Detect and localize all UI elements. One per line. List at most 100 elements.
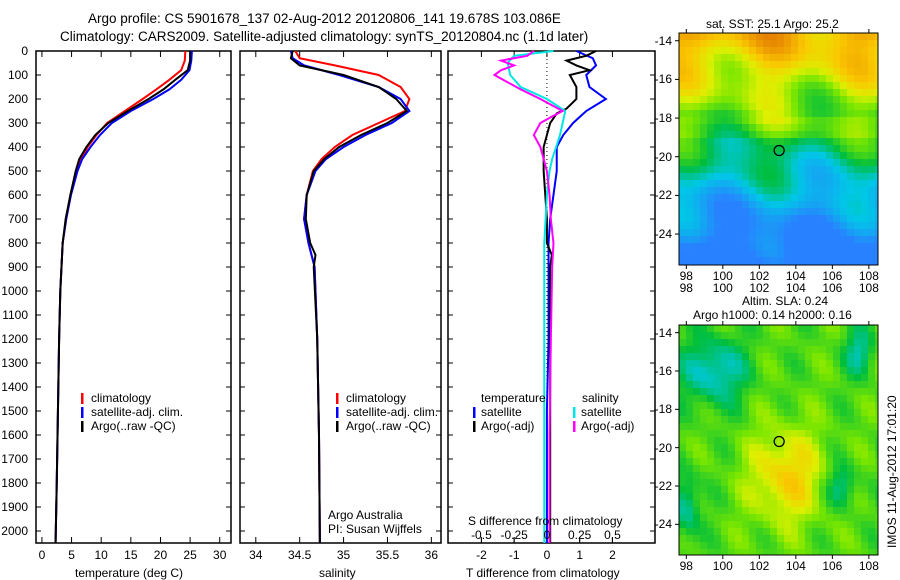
map-x-tick-label: 100	[712, 269, 733, 283]
legend-swatch	[81, 393, 84, 404]
depth-tick-label: 800	[7, 236, 28, 250]
map-x-tick-label-top: 104	[785, 281, 806, 295]
x-tick-label: 30	[213, 548, 227, 562]
map-x-tick-label-top: 108	[858, 281, 879, 295]
x-tick-label: 20	[153, 548, 168, 562]
x-tick-label: -2	[476, 548, 487, 562]
x-tick-label: 0	[38, 548, 46, 562]
map-y-tick-label: -14	[654, 33, 672, 48]
map-x-tick-label: 104	[785, 269, 806, 283]
map-x-tick-label-top: 100	[712, 281, 733, 295]
map-x-tick-label: 98	[679, 559, 693, 573]
argo-location-marker	[773, 435, 785, 448]
depth-tick-label: 1000	[1, 284, 28, 298]
x-tick-label: 34	[249, 548, 263, 562]
series-line-s-satellite	[506, 50, 567, 543]
sla-map-title: Altim. SLA: 0.24	[742, 294, 829, 308]
map-y-tick-label: -14	[654, 325, 672, 340]
depth-tick-label: 1300	[1, 356, 28, 370]
series-line-t-satellite	[545, 50, 608, 543]
map-x-tick-label: 98	[679, 269, 693, 283]
x-tick-label: -1	[508, 548, 520, 562]
sla-map-subtitle: Argo h1000: 0.14 h2000: 0.16	[693, 308, 852, 322]
legend-swatch	[473, 421, 476, 432]
sst-map-title: sat. SST: 25.1 Argo: 25.2	[706, 17, 839, 31]
depth-tick-label: 2000	[1, 524, 28, 538]
figure-title-line1: Argo profile: CS 5901678_137 02-Aug-2012…	[88, 11, 561, 26]
legend-swatch	[336, 393, 339, 404]
legend-label: Argo(..raw -QC)	[346, 419, 431, 433]
map-y-tick-label: -24	[654, 517, 672, 532]
map-y-tick-label: -20	[654, 440, 672, 455]
depth-tick-label: 1500	[1, 404, 28, 418]
salinity-xlabel: salinity	[319, 566, 356, 580]
x-tick-label: 2	[609, 548, 616, 562]
pi-note: PI: Susan Wijffels	[328, 522, 422, 536]
map-x-tick-label: 106	[822, 269, 843, 283]
legend-swatch	[336, 421, 339, 432]
legend-header-temperature: temperature	[481, 391, 546, 405]
legend-swatch	[573, 407, 576, 418]
depth-tick-label: 0	[21, 44, 28, 58]
x-tick-label: 25	[183, 548, 197, 562]
legend-swatch	[573, 421, 576, 432]
sst-map	[679, 33, 878, 265]
depth-tick-label: 700	[7, 212, 28, 226]
map-y-tick-label: -24	[654, 227, 672, 242]
map-x-tick-label: 108	[858, 559, 879, 573]
legend-label: climatology	[346, 391, 407, 405]
series-line-s-argo-adj-	[492, 50, 565, 543]
sdiff-xlabel: S difference from climatology	[468, 514, 623, 528]
sla-map	[679, 325, 878, 555]
legend-label: Argo(-adj)	[581, 419, 635, 433]
series-line-argo-raw-qc-	[54, 51, 192, 544]
depth-tick-label: 1600	[1, 428, 28, 442]
legend-label: Argo(..raw -QC)	[91, 419, 176, 433]
map-y-tick-label: -22	[654, 479, 672, 493]
depth-tick-label: 1100	[2, 308, 28, 322]
depth-tick-label: 1900	[1, 500, 28, 514]
map-y-tick-label: -18	[654, 402, 672, 417]
map-y-tick-label: -18	[654, 111, 672, 126]
x-tick-label: 36	[424, 548, 439, 562]
x2-tick-label: -0.5	[471, 528, 492, 542]
map-x-tick-label: 106	[822, 559, 843, 573]
legend-label: satellite	[481, 405, 522, 419]
map-frame	[678, 32, 879, 266]
x2-tick-label: 0	[543, 528, 551, 542]
x-tick-label: 0	[543, 548, 551, 562]
map-x-tick-label: 104	[785, 559, 806, 573]
depth-tick-label: 1800	[1, 476, 28, 490]
map-y-tick-label: -22	[654, 188, 672, 203]
plot-frame-1	[239, 50, 442, 544]
plot-frame-0	[35, 50, 232, 544]
depth-tick-label: 900	[7, 260, 28, 274]
map-x-tick-label-top: 106	[822, 281, 843, 295]
legend-label: satellite	[581, 405, 622, 419]
x-tick-label: 10	[94, 548, 108, 562]
legend-label: satellite-adj. clim.	[91, 405, 184, 419]
x-tick-label: 15	[124, 548, 138, 562]
x-tick-label: 34.5	[287, 548, 312, 562]
temperature-xlabel: temperature (deg C)	[75, 566, 184, 580]
tdiff-xlabel: T difference from climatology	[466, 566, 620, 580]
argo-australia-note: Argo Australia	[328, 508, 403, 522]
map-x-tick-label-top: 98	[679, 281, 693, 295]
depth-tick-label: 100	[7, 68, 28, 82]
x2-tick-label: 0.25	[567, 528, 592, 542]
x2-tick-label: 0.5	[604, 528, 621, 542]
map-x-tick-label: 100	[712, 559, 733, 573]
map-y-tick-label: -16	[654, 72, 672, 87]
x-tick-label: 1	[576, 548, 583, 562]
legend-swatch	[81, 407, 84, 418]
depth-tick-label: 200	[7, 92, 28, 106]
map-x-tick-label: 102	[749, 269, 770, 283]
map-x-tick-label-top: 102	[749, 281, 770, 295]
map-frame	[678, 324, 879, 556]
legend-swatch	[336, 407, 339, 418]
imos-credit: IMOS 11-Aug-2012 17:01:20	[885, 395, 899, 548]
legend-header-salinity: salinity	[582, 391, 619, 405]
x-tick-label: 5	[68, 548, 75, 562]
figure-title-line2: Climatology: CARS2009. Satellite-adjuste…	[60, 29, 589, 44]
